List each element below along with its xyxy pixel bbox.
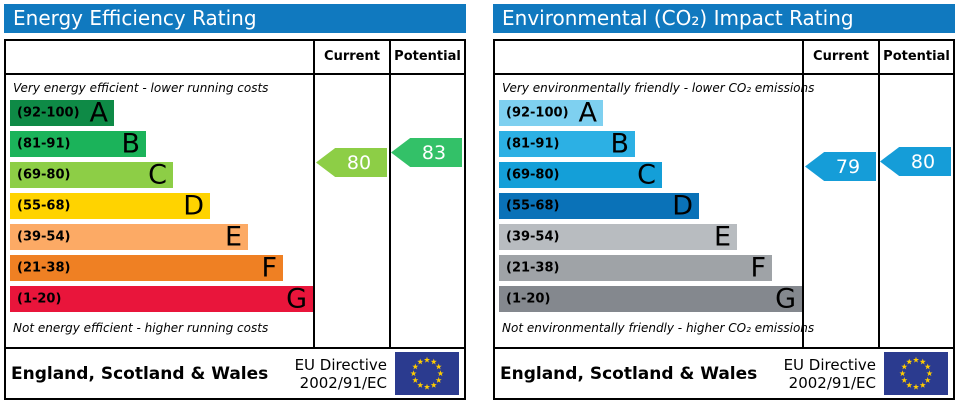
header-divider [6,73,464,75]
column-divider [802,41,804,349]
table-footer: England, Scotland & Wales EU Directive 2… [6,349,464,398]
band-f: (21-38) F [499,252,772,284]
header-divider [495,73,953,75]
region-label: England, Scotland & Wales [500,363,758,384]
band-letter: G [775,283,796,315]
band-range-label: (81-91) [506,136,560,152]
band-letter: C [637,159,656,191]
rating-table: Current Potential Very energy efficient … [4,39,466,400]
bands: (92-100) A (81-91) B (69-80) C (55-68) D (39-54)… [499,97,802,317]
band-d: (55-68) D [499,190,699,222]
band-range-label: (21-38) [17,260,71,276]
band-letter: A [89,97,108,129]
bands: (92-100) A (81-91) B (69-80) C (55-68) D (39-54)… [10,97,313,317]
band-a: (92-100) A [10,97,114,129]
band-letter: A [578,97,597,129]
column-divider [313,41,315,349]
potential-rating-arrow: 80 [880,147,951,176]
potential-rating-value: 80 [910,150,936,173]
band-letter: B [610,128,629,160]
eu-directive-label: EU Directive 2002/91/EC [294,355,387,392]
panel-title: Environmental (CO₂) Impact Rating [493,4,955,33]
eu-flag-icon [395,352,459,395]
region-label: England, Scotland & Wales [11,363,269,384]
band-letter: C [148,159,167,191]
panel-title: Energy Efficiency Rating [4,4,466,33]
footer-divider [6,347,464,349]
current-rating-arrow: 80 [316,148,387,177]
band-g: (1-20) G [499,283,802,315]
band-letter: F [750,252,766,284]
band-range-label: (92-100) [17,105,80,121]
band-c: (69-80) C [10,159,173,191]
column-header-current: Current [324,49,380,64]
band-range-label: (1-20) [506,291,551,307]
footer-divider [495,347,953,349]
band-g: (1-20) G [10,283,313,315]
eu-flag-icon [884,352,948,395]
band-letter: G [286,283,307,315]
column-header-current: Current [813,49,869,64]
potential-rating-value: 83 [421,141,447,164]
column-header-potential: Potential [883,49,950,64]
caption-bottom: Not energy efficient - higher running co… [13,321,269,335]
band-a: (92-100) A [499,97,603,129]
band-d: (55-68) D [10,190,210,222]
band-range-label: (39-54) [506,229,560,245]
caption-bottom: Not environmentally friendly - higher CO… [502,321,815,335]
band-b: (81-91) B [10,128,146,160]
band-f: (21-38) F [10,252,283,284]
band-range-label: (55-68) [506,198,560,214]
energy-efficiency-panel: Energy Efficiency Rating Current Potenti… [4,4,466,400]
band-e: (39-54) E [499,221,737,253]
current-rating-arrow: 79 [805,152,876,181]
column-divider [389,41,391,349]
band-range-label: (92-100) [506,105,569,121]
band-letter: B [121,128,140,160]
band-range-label: (69-80) [17,167,71,183]
caption-top: Very energy efficient - lower running co… [13,81,269,95]
column-divider [878,41,880,349]
band-range-label: (1-20) [17,291,62,307]
band-range-label: (69-80) [506,167,560,183]
current-rating-value: 79 [835,155,861,178]
eu-directive-label: EU Directive 2002/91/EC [783,355,876,392]
band-range-label: (81-91) [17,136,71,152]
band-letter: D [183,190,204,222]
band-range-label: (55-68) [17,198,71,214]
band-c: (69-80) C [499,159,662,191]
band-letter: E [224,221,242,253]
environmental-impact-panel: Environmental (CO₂) Impact Rating Curren… [493,4,955,400]
band-letter: F [261,252,277,284]
rating-table: Current Potential Very environmentally f… [493,39,955,400]
potential-rating-arrow: 83 [391,138,462,167]
current-rating-value: 80 [346,151,372,174]
band-range-label: (39-54) [17,229,71,245]
caption-top: Very environmentally friendly - lower CO… [502,81,815,95]
band-range-label: (21-38) [506,260,560,276]
band-letter: E [713,221,731,253]
band-letter: D [672,190,693,222]
band-e: (39-54) E [10,221,248,253]
band-b: (81-91) B [499,128,635,160]
table-footer: England, Scotland & Wales EU Directive 2… [495,349,953,398]
column-header-potential: Potential [394,49,461,64]
